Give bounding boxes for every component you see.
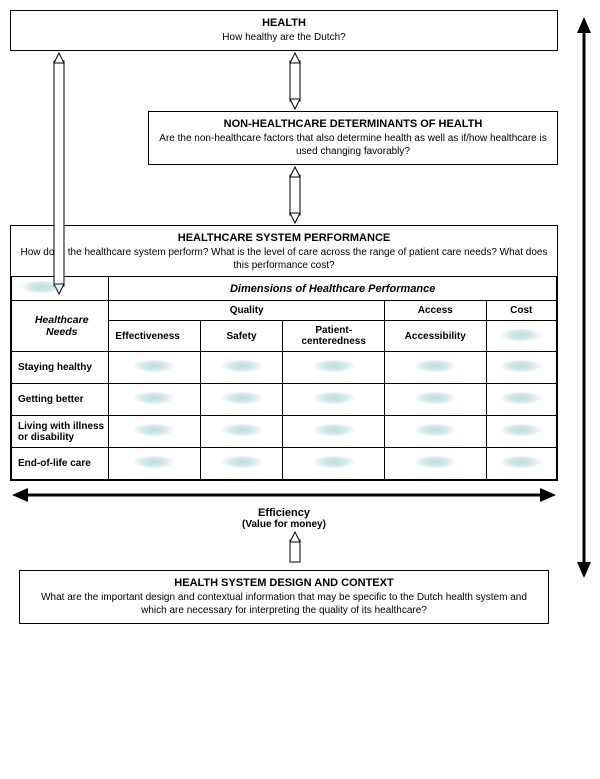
- efficiency-sub: (Value for money): [10, 519, 558, 530]
- cell: [283, 384, 385, 416]
- smudge-icon: [411, 392, 459, 404]
- health-subtitle: How healthy are the Dutch?: [19, 31, 549, 44]
- col-safety: Safety: [200, 321, 283, 352]
- smudge-icon: [411, 360, 459, 372]
- group-access: Access: [384, 301, 486, 321]
- smudge-icon: [497, 456, 545, 468]
- perf-header: HEALTHCARE SYSTEM PERFORMANCE How does t…: [11, 226, 557, 276]
- smudge-icon: [130, 392, 178, 404]
- context-subtitle: What are the important design and contex…: [28, 591, 540, 617]
- arrow-row-3: [10, 530, 558, 564]
- smudge-icon: [218, 392, 266, 404]
- performance-table: Dimensions of Healthcare Performance Hea…: [11, 276, 557, 480]
- cell: [109, 352, 200, 384]
- arrow-equity: [574, 15, 594, 580]
- smudge-icon: [218, 424, 266, 436]
- smudge-icon: [497, 360, 545, 372]
- row-getting-better: Getting better: [12, 384, 109, 416]
- smudge-icon: [411, 424, 459, 436]
- cell: [384, 416, 486, 448]
- smudge-icon: [497, 329, 545, 341]
- col-accessibility: Accessibility: [384, 321, 486, 352]
- smudge-icon: [130, 360, 178, 372]
- cell: [283, 448, 385, 480]
- arrow-row-2: [10, 165, 558, 225]
- col-effectiveness: Effectiveness: [109, 321, 200, 352]
- cell: [486, 448, 557, 480]
- smudge-icon: [218, 456, 266, 468]
- arrow-row-1: [10, 51, 558, 111]
- cell: [200, 448, 283, 480]
- box-health: HEALTH How healthy are the Dutch?: [10, 10, 558, 51]
- row-staying-healthy: Staying healthy: [12, 352, 109, 384]
- smudge-icon: [497, 392, 545, 404]
- smudge-icon: [411, 456, 459, 468]
- nonhc-subtitle: Are the non-healthcare factors that also…: [157, 132, 549, 158]
- cell: [200, 384, 283, 416]
- cell: [283, 352, 385, 384]
- arrow-nonhc-to-perf: [280, 165, 310, 225]
- perf-subtitle: How does the healthcare system perform? …: [19, 246, 549, 272]
- smudge-icon: [310, 424, 358, 436]
- col-cost-blank: [486, 321, 557, 352]
- perf-title: HEALTHCARE SYSTEM PERFORMANCE: [19, 232, 549, 244]
- cell: [109, 384, 200, 416]
- col-patient-centeredness: Patient-centeredness: [283, 321, 385, 352]
- main-column: HEALTH How healthy are the Dutch?: [10, 10, 558, 624]
- cell: [109, 416, 200, 448]
- group-quality: Quality: [109, 301, 385, 321]
- box-nonhealthcare: NON-HEALTHCARE DETERMINANTS OF HEALTH Ar…: [148, 111, 558, 165]
- row-end-of-life: End-of-life care: [12, 448, 109, 480]
- smudge-icon: [130, 424, 178, 436]
- smudge-icon: [218, 360, 266, 372]
- cell: [384, 448, 486, 480]
- cell: [486, 384, 557, 416]
- arrow-health-to-nonhc: [280, 51, 310, 111]
- smudge-icon: [310, 392, 358, 404]
- box-performance: HEALTHCARE SYSTEM PERFORMANCE How does t…: [10, 225, 558, 481]
- cell: [200, 416, 283, 448]
- health-title: HEALTH: [19, 17, 549, 29]
- cell: [200, 352, 283, 384]
- smudge-icon: [310, 456, 358, 468]
- smudge-icon: [497, 424, 545, 436]
- cell: [486, 352, 557, 384]
- smudge-icon: [130, 456, 178, 468]
- context-title: HEALTH SYSTEM DESIGN AND CONTEXT: [28, 577, 540, 589]
- cell: [283, 416, 385, 448]
- cell: [109, 448, 200, 480]
- diagram-container: HEALTH How healthy are the Dutch?: [10, 10, 590, 624]
- table-corner-cell: [12, 277, 109, 301]
- smudge-icon: [310, 360, 358, 372]
- nonhc-title: NON-HEALTHCARE DETERMINANTS OF HEALTH: [157, 118, 549, 130]
- smudge-icon: [18, 281, 66, 293]
- dimensions-title: Dimensions of Healthcare Performance: [109, 277, 557, 301]
- needs-label: Healthcare Needs: [12, 301, 109, 352]
- cell: [384, 384, 486, 416]
- cell: [384, 352, 486, 384]
- box-context: HEALTH SYSTEM DESIGN AND CONTEXT What ar…: [19, 570, 549, 624]
- arrow-context-to-eff: [280, 530, 310, 564]
- arrow-efficiency: [10, 485, 558, 505]
- cell: [486, 416, 557, 448]
- group-cost: Cost: [486, 301, 557, 321]
- efficiency-label: Efficiency: [10, 507, 558, 519]
- row-living-with-illness: Living with illness or disability: [12, 416, 109, 448]
